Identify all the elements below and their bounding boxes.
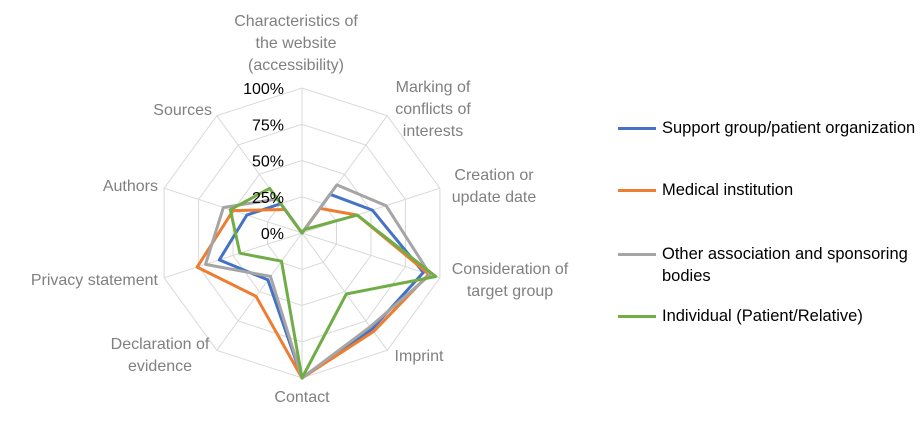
legend-swatch [618,127,656,130]
series-line-4 [228,186,438,380]
legend-swatch [618,189,656,192]
grid-spoke [301,232,441,279]
legend-label: Individual (Patient/Relative) [662,307,863,325]
tick-label: 75% [252,117,284,134]
legend: Support group/patient organization Medic… [618,0,918,441]
category-label: Contact [274,389,330,406]
radar-chart: 0% 25% 50% 75% 100% Characteristics of the web… [31,13,569,406]
category-label: Privacy statement [31,272,159,289]
legend-label: Other association and sponsoring bodies [662,245,908,285]
legend-swatch [618,253,656,256]
category-label: Creation or update date [452,167,537,206]
legend-label: Support group/patient organization [662,119,916,137]
grid-spoke [163,232,303,279]
tick-label: 0% [261,226,284,243]
category-label: Sources [153,102,212,119]
legend-swatch [618,315,656,318]
tick-label: 50% [252,154,284,171]
category-label: Characteristics of the website (accessibil… [234,13,358,74]
tick-label: 100% [243,81,284,98]
legend-label: Medical institution [662,181,794,199]
tick-label: 25% [252,190,284,207]
category-label: Declaration of evidence [111,336,210,375]
category-label: Authors [103,178,158,195]
grid-spoke [216,232,303,351]
category-label: Imprint [395,348,444,365]
category-label: Marking of conflicts of interests [395,79,471,140]
category-label: Consideration of target group [452,261,569,300]
